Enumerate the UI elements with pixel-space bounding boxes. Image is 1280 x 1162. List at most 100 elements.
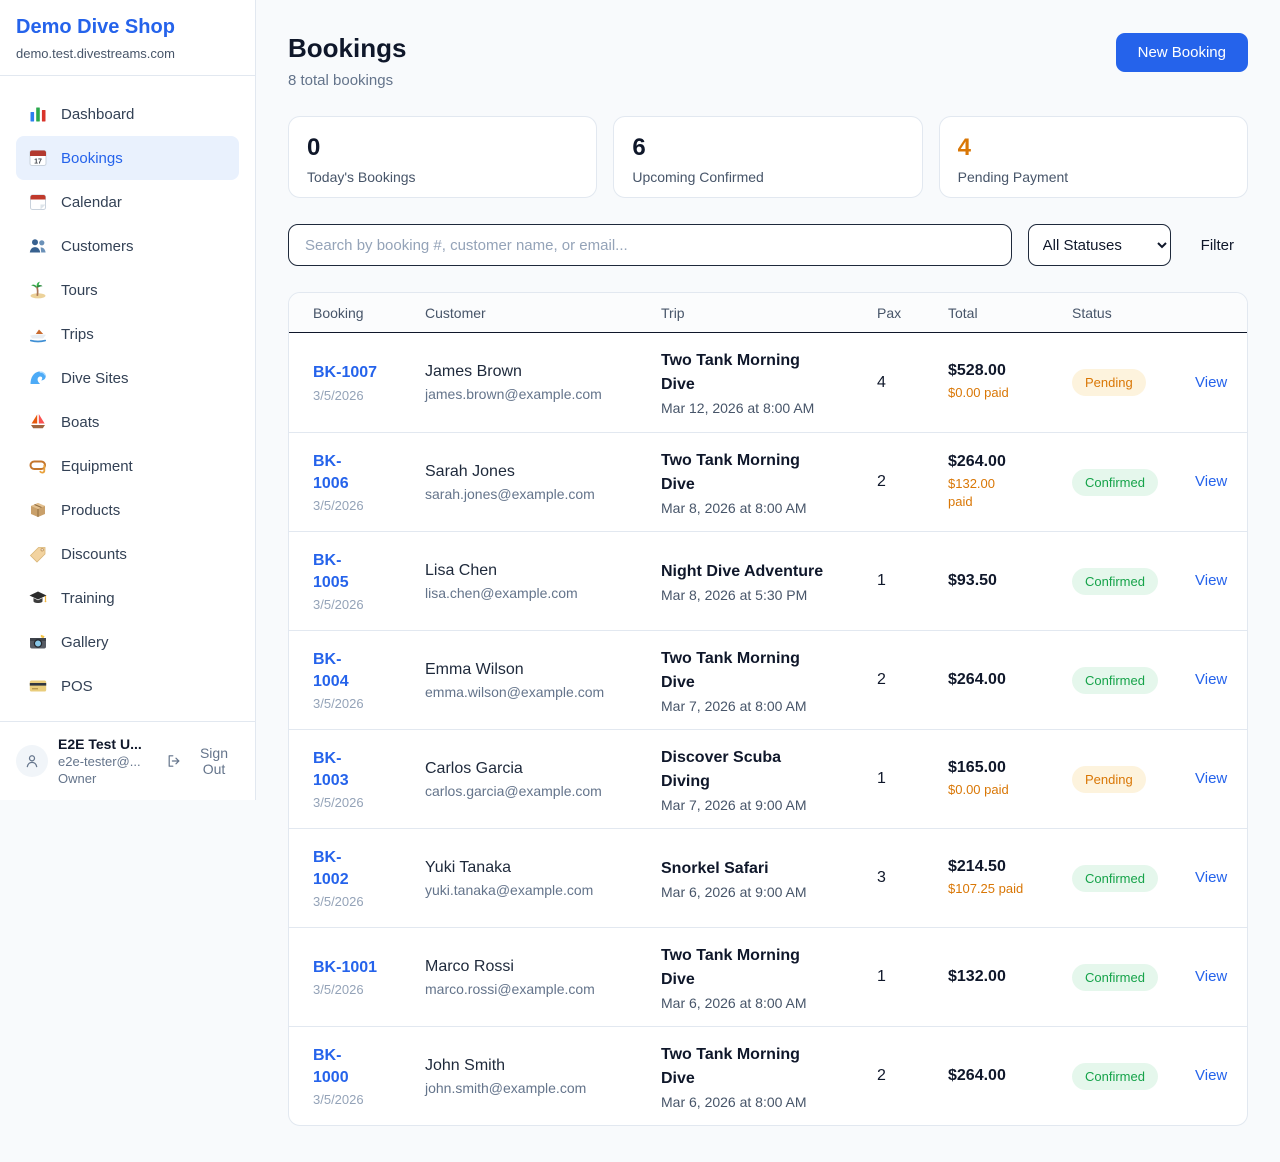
sidebar-item-dashboard[interactable]: Dashboard: [16, 92, 239, 136]
status-badge: Confirmed: [1072, 567, 1158, 595]
sidebar-item-trips[interactable]: Trips: [16, 312, 239, 356]
booking-id-link[interactable]: BK- 1002: [313, 848, 349, 888]
view-link[interactable]: View: [1195, 373, 1228, 391]
filter-button[interactable]: Filter: [1187, 237, 1248, 254]
booking-date: 3/5/2026: [313, 387, 364, 403]
sidebar-item-boats[interactable]: Boats: [16, 400, 239, 444]
total-cell: $165.00 $0.00 paid: [948, 759, 1072, 799]
status-badge: Confirmed: [1072, 468, 1158, 496]
customer-email: yuki.tanaka@example.com: [425, 881, 594, 898]
status-cell: Confirmed: [1072, 963, 1195, 991]
sidebar-item-products[interactable]: Products: [16, 488, 239, 532]
trip-name: Two Tank Morning Dive: [661, 649, 800, 691]
sidebar-item-equipment[interactable]: Equipment: [16, 444, 239, 488]
status-cell: Confirmed: [1072, 666, 1195, 694]
customer-cell: John Smith john.smith@example.com: [425, 1057, 661, 1096]
actions-cell: View: [1195, 473, 1247, 491]
booking-date: 3/5/2026: [313, 696, 364, 712]
booking-cell: BK- 1006 3/5/2026: [289, 451, 425, 514]
booking-id-link[interactable]: BK- 1006: [313, 452, 349, 492]
speedboat-icon: [28, 324, 48, 344]
view-link[interactable]: View: [1195, 968, 1228, 985]
table-row: BK- 1003 3/5/2026 Carlos Garcia carlos.garci…: [289, 729, 1247, 828]
status-cell: Confirmed: [1072, 567, 1195, 595]
sidebar-item-label: Boats: [61, 413, 100, 431]
sidebar-item-label: Bookings: [61, 149, 123, 167]
view-link[interactable]: View: [1195, 671, 1228, 688]
sidebar-item-pos[interactable]: POS: [16, 664, 239, 708]
trip-datetime: Mar 6, 2026 at 8:00 AM: [661, 994, 807, 1011]
customer-name: Yuki Tanaka: [425, 858, 511, 876]
booking-id-link[interactable]: BK- 1004: [313, 650, 349, 690]
booking-date: 3/5/2026: [313, 1092, 364, 1108]
view-link[interactable]: View: [1195, 572, 1228, 589]
sidebar-item-label: Customers: [61, 237, 134, 255]
stat-value: 6: [632, 134, 646, 161]
brand-block: Demo Dive Shop demo.test.divestreams.com: [0, 0, 255, 76]
customer-email: sarah.jones@example.com: [425, 485, 595, 502]
view-link[interactable]: View: [1195, 770, 1228, 787]
trip-cell: Discover Scuba Diving Mar 7, 2026 at 9:00…: [661, 746, 877, 813]
stat-card: 4 Pending Payment: [938, 116, 1248, 198]
user-info: E2E Test U... e2e-tester@... Owner: [58, 736, 156, 786]
table-row: BK-1001 3/5/2026 Marco Rossi marco.rossi@ex…: [289, 927, 1247, 1026]
booking-date: 3/5/2026: [313, 597, 364, 613]
sidebar-item-label: Dashboard: [61, 105, 135, 123]
view-link[interactable]: View: [1195, 869, 1228, 886]
customer-email: emma.wilson@example.com: [425, 683, 605, 700]
sidebar-item-customers[interactable]: Customers: [16, 224, 239, 268]
booking-id-link[interactable]: BK- 1000: [313, 1046, 349, 1086]
trip-name: Night Dive Adventure: [661, 562, 824, 580]
stat-value: 0: [307, 134, 321, 161]
customer-cell: Emma Wilson emma.wilson@example.com: [425, 661, 661, 700]
column-header-pax: Pax: [877, 304, 902, 321]
total-amount: $132.00: [948, 968, 1006, 985]
wave-icon: [28, 368, 48, 388]
trip-datetime: Mar 8, 2026 at 5:30 PM: [661, 586, 808, 603]
sidebar-item-gallery[interactable]: Gallery: [16, 620, 239, 664]
column-header-trip: Trip: [661, 304, 685, 321]
pax-cell: 2: [877, 1067, 886, 1084]
booking-cell: BK- 1003 3/5/2026: [289, 748, 425, 811]
customers-icon: [28, 236, 48, 256]
booking-date: 3/5/2026: [313, 795, 364, 811]
search-input[interactable]: [288, 224, 1012, 266]
booking-id-link[interactable]: BK-1007: [313, 364, 378, 382]
user-name: E2E Test U...: [58, 736, 142, 752]
page-subtitle: 8 total bookings: [288, 72, 394, 89]
new-booking-button[interactable]: New Booking: [1115, 33, 1248, 72]
booking-cell: BK-1001 3/5/2026: [289, 957, 425, 997]
stats-cards: 0 Today's Bookings 6 Upcoming Confirmed 4 Pen…: [288, 116, 1248, 198]
sidebar-item-training[interactable]: Training: [16, 576, 239, 620]
page-header: Bookings 8 total bookings New Booking: [288, 33, 1248, 89]
trip-datetime: Mar 7, 2026 at 9:00 AM: [661, 796, 807, 813]
sidebar-item-discounts[interactable]: Discounts: [16, 532, 239, 576]
total-amount: $264.00: [948, 452, 1006, 470]
trip-datetime: Mar 6, 2026 at 9:00 AM: [661, 883, 807, 900]
sidebar-item-bookings[interactable]: 17 Bookings: [16, 136, 239, 180]
booking-id-link[interactable]: BK- 1005: [313, 551, 349, 591]
pax-cell: 4: [877, 373, 886, 391]
sidebar-item-calendar[interactable]: Calendar: [16, 180, 239, 224]
sidebar-item-tours[interactable]: Tours: [16, 268, 239, 312]
customer-cell: Carlos Garcia carlos.garcia@example.com: [425, 760, 661, 799]
column-header-booking: Booking: [313, 304, 364, 321]
pax-cell: 2: [877, 473, 886, 490]
sign-out-button[interactable]: Sign Out: [166, 745, 239, 777]
status-filter-select[interactable]: All Statuses: [1027, 224, 1171, 266]
customer-name: John Smith: [425, 1056, 506, 1074]
booking-id-link[interactable]: BK-1001: [313, 958, 378, 976]
view-link[interactable]: View: [1195, 473, 1228, 490]
booking-date: 3/5/2026: [313, 894, 364, 910]
actions-cell: View: [1195, 572, 1247, 590]
trip-name: Two Tank Morning Dive: [661, 352, 800, 393]
sidebar-item-label: Trips: [61, 325, 94, 343]
tag-icon: [28, 544, 48, 564]
graduation-cap-icon: [28, 588, 48, 608]
booking-id-link[interactable]: BK- 1003: [313, 749, 349, 789]
status-badge: Confirmed: [1072, 1062, 1158, 1090]
sidebar-item-dive-sites[interactable]: Dive Sites: [16, 356, 239, 400]
stat-label: Today's Bookings: [307, 169, 416, 185]
user-email: e2e-tester@...: [58, 754, 141, 769]
view-link[interactable]: View: [1195, 1067, 1228, 1084]
